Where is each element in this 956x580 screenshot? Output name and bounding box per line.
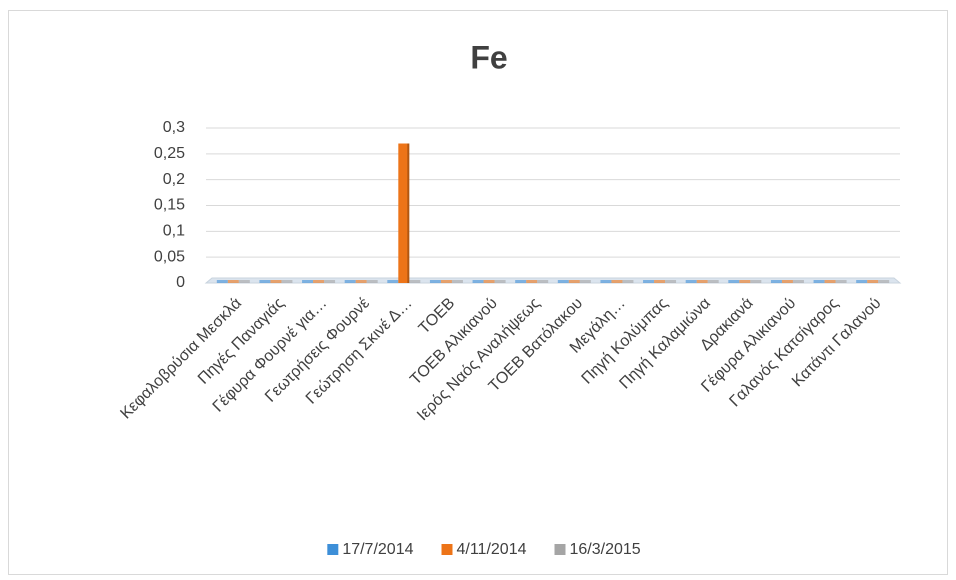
bar-floor [878,280,890,283]
bar-floor [781,280,793,283]
bar-floor [366,280,378,283]
y-tick-label: 0,05 [154,248,185,265]
legend: 17/7/2014 4/11/2014 16/3/2015 [327,541,641,558]
legend-label: 17/7/2014 [342,541,413,558]
bar-floor [665,280,677,283]
legend-label: 16/3/2015 [570,541,641,558]
bar-floor [216,280,228,283]
bar-floor [440,280,452,283]
bar-floor [813,280,825,283]
bar-floor [835,280,847,283]
bar-floor [622,280,634,283]
bar-floor [568,280,580,283]
bar-floor [324,280,336,283]
legend-swatch [554,544,566,555]
bar-floor [867,280,879,283]
bar-floor [281,280,293,283]
y-tick-label: 0,15 [154,197,185,214]
bar-floor [728,280,740,283]
bar-floor [792,280,804,283]
bar-floor [600,280,612,283]
bar-floor [270,280,282,283]
bar-floor [227,280,239,283]
bar-floor [494,280,506,283]
y-tick-label: 0 [176,274,185,291]
chart-border [8,10,948,575]
bar-floor [750,280,762,283]
bar-floor [654,280,666,283]
bar-floor [537,280,549,283]
bar-floor [739,280,751,283]
y-tick-label: 0,1 [163,223,185,240]
bar-side [407,143,410,283]
bar-floor [515,280,527,283]
bar-floor [685,280,697,283]
bar-floor [313,280,325,283]
bar-floor [643,280,655,283]
legend-label: 4/11/2014 [457,541,527,558]
bar-floor [302,280,314,283]
bar [398,143,410,283]
bar-floor [696,280,708,283]
bar-floor [856,280,868,283]
bar-floor [472,280,484,283]
bar-floor [238,280,250,283]
bar-floor [557,280,569,283]
bar-floor [824,280,836,283]
bar-floor [355,280,367,283]
y-tick-label: 0,25 [154,145,185,162]
y-tick-label: 0,3 [163,119,185,136]
bar-floor [409,280,421,283]
bar-floor [611,280,623,283]
legend-swatch [441,544,453,555]
bar-floor [770,280,782,283]
y-tick-label: 0,2 [163,171,185,188]
bar-floor [451,280,463,283]
bar-floor [344,280,356,283]
chart-title: Fe [470,39,507,75]
bar-floor [707,280,719,283]
bar-floor [483,280,495,283]
bar-floor [387,280,399,283]
bar-floor [429,280,441,283]
bar-floor [259,280,271,283]
legend-swatch [327,544,339,555]
bar-floor [526,280,538,283]
bar-floor [579,280,591,283]
